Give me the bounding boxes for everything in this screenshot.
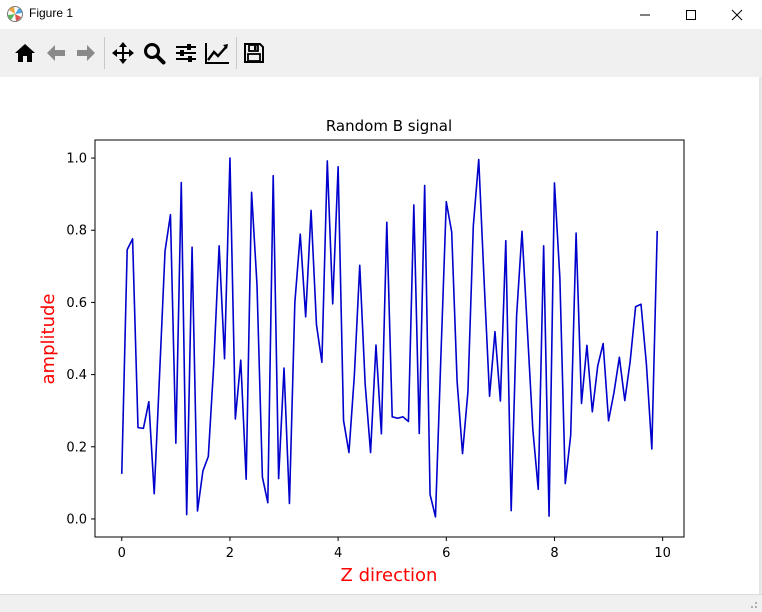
edit-axis-button[interactable] xyxy=(203,39,231,67)
pan-icon xyxy=(112,42,134,64)
navigation-toolbar xyxy=(0,29,762,78)
window-titlebar: Figure 1 xyxy=(0,0,762,29)
chart-title: Random B signal xyxy=(326,117,452,135)
x-tick-label: 10 xyxy=(654,546,671,561)
zoom-button[interactable] xyxy=(140,39,168,67)
configure-subplots-button[interactable] xyxy=(172,39,200,67)
x-axis-ticks: 0 2 4 6 8 10 xyxy=(118,537,671,561)
y-tick-label: 1.0 xyxy=(66,152,87,167)
back-button[interactable] xyxy=(42,39,70,67)
minimize-button[interactable] xyxy=(622,0,668,29)
y-axis-ticks: 0.0 0.2 0.4 0.6 0.8 1.0 xyxy=(66,152,95,527)
signal-line xyxy=(120,157,659,518)
maximize-button[interactable] xyxy=(668,0,714,29)
x-tick-label: 0 xyxy=(118,546,126,561)
toolbar-separator xyxy=(104,37,105,69)
x-tick-label: 8 xyxy=(550,546,558,561)
y-tick-label: 0.2 xyxy=(66,440,87,455)
window-right-border xyxy=(759,77,762,594)
y-tick-label: 0.4 xyxy=(66,368,87,383)
home-icon xyxy=(15,44,35,62)
minimize-icon xyxy=(640,14,650,15)
edit-axis-icon xyxy=(205,43,229,64)
home-button[interactable] xyxy=(11,39,39,67)
save-icon xyxy=(244,43,264,63)
forward-button[interactable] xyxy=(72,39,100,67)
pan-button[interactable] xyxy=(109,39,137,67)
x-tick-label: 2 xyxy=(226,546,234,561)
y-tick-label: 0.0 xyxy=(66,512,87,527)
axes-frame xyxy=(94,139,685,538)
configure-subplots-icon xyxy=(176,44,196,62)
figure-canvas[interactable]: Random B signal 0 2 4 6 8 10 0.0 0.2 0.4 0.6 0.8 1… xyxy=(0,77,759,594)
matplotlib-figure-icon xyxy=(6,5,24,23)
y-tick-label: 0.8 xyxy=(66,224,87,239)
save-button[interactable] xyxy=(240,39,268,67)
forward-arrow-icon xyxy=(77,45,95,61)
resize-grip-icon[interactable] xyxy=(746,599,758,609)
x-tick-label: 6 xyxy=(442,546,450,561)
y-tick-label: 0.6 xyxy=(66,296,87,311)
line-chart: Random B signal 0 2 4 6 8 10 0.0 0.2 0.4 0.6 0.8 1… xyxy=(38,117,685,586)
zoom-icon xyxy=(144,43,166,65)
x-axis-label: Z direction xyxy=(341,565,438,586)
back-arrow-icon xyxy=(47,45,65,61)
close-icon xyxy=(731,9,743,20)
maximize-icon xyxy=(686,9,696,20)
toolbar-separator xyxy=(236,37,237,69)
status-bar xyxy=(0,594,762,612)
window-title: Figure 1 xyxy=(29,6,74,20)
x-tick-label: 4 xyxy=(334,546,342,561)
close-button[interactable] xyxy=(714,0,760,29)
y-axis-label: amplitude xyxy=(38,294,59,385)
